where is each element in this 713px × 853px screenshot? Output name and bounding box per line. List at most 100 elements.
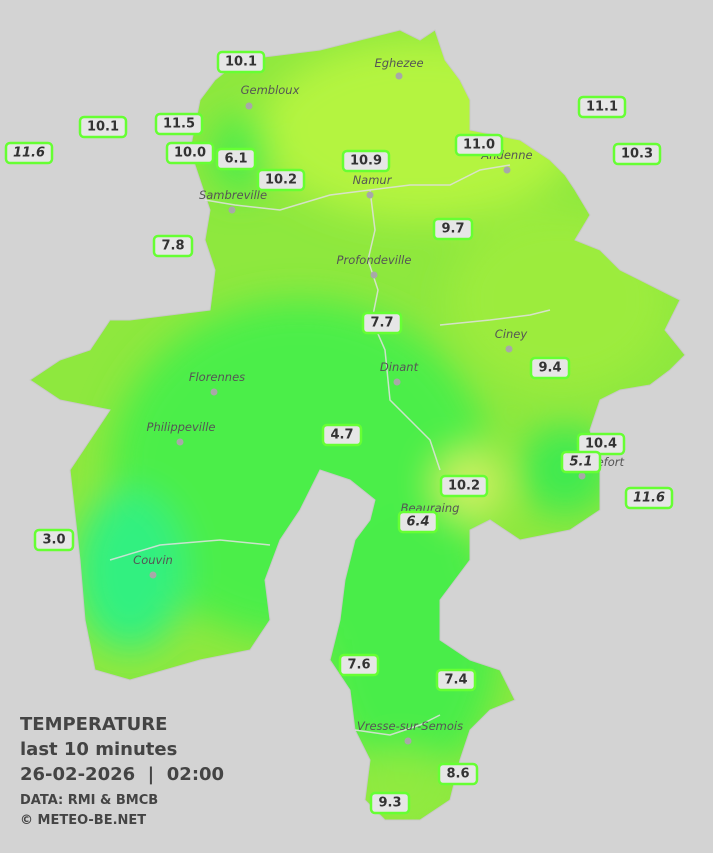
- station: 7.7: [361, 311, 403, 335]
- station-value: 10.4: [585, 437, 617, 452]
- station-value: 11.6: [633, 491, 665, 506]
- station-value: 6.1: [224, 152, 247, 167]
- station-value: 10.1: [87, 120, 119, 135]
- station-box: [256, 168, 306, 192]
- station: 10.4: [576, 432, 626, 456]
- city-dot: [505, 345, 513, 353]
- station-value: 7.7: [370, 316, 393, 331]
- station-value: 10.2: [265, 173, 297, 188]
- station: 10.1: [216, 50, 266, 74]
- station-value: 9.4: [538, 361, 561, 376]
- station-box: [576, 432, 626, 456]
- station: 10.1: [78, 115, 128, 139]
- station-value: 6.4: [406, 515, 429, 530]
- map-credit: © METEO-BE.NET: [20, 813, 146, 828]
- city-label: Philippeville: [147, 420, 216, 434]
- station-box: [154, 112, 204, 136]
- station-box: [341, 149, 391, 173]
- city-label: Vresse-sur-Semois: [357, 719, 463, 733]
- station-box: [33, 528, 75, 552]
- station-box: [216, 50, 266, 74]
- station-value: 11.0: [463, 138, 495, 153]
- station: 9.3: [369, 791, 411, 815]
- city-dot: [503, 166, 511, 174]
- station-value: 7.6: [347, 658, 370, 673]
- city-dot: [578, 472, 586, 480]
- station-box: [454, 133, 504, 157]
- station-box: [577, 95, 627, 119]
- station-value: 11.1: [586, 100, 618, 115]
- city-label: Eghezee: [374, 56, 423, 70]
- rivers: [109, 164, 551, 736]
- station-box: [624, 486, 674, 510]
- station: 3.0: [33, 528, 75, 552]
- station: 11.5: [154, 112, 204, 136]
- city-dot: [149, 571, 157, 579]
- station: 10.2: [256, 168, 306, 192]
- station: 7.6: [338, 653, 380, 677]
- station: 4.7: [321, 423, 363, 447]
- city-label: Gembloux: [241, 83, 300, 97]
- station-value: 3.0: [42, 533, 65, 548]
- station-box: [78, 115, 128, 139]
- city-label: Couvin: [133, 553, 173, 567]
- station-box: [612, 142, 662, 166]
- station: 11.1: [577, 95, 627, 119]
- station-value: 10.1: [225, 55, 257, 70]
- station-box: [397, 510, 439, 534]
- city-dot: [245, 102, 253, 110]
- station: 10.3: [612, 142, 662, 166]
- station-value: 10.9: [350, 154, 382, 169]
- city-dot: [395, 72, 403, 80]
- station-value: 7.8: [161, 239, 184, 254]
- city-dot: [393, 378, 401, 386]
- station: 9.4: [529, 356, 571, 380]
- city-label: Ciney: [495, 327, 528, 341]
- station-box: [439, 474, 489, 498]
- station-box: [560, 450, 602, 474]
- city-dot: [370, 271, 378, 279]
- station-value: 10.3: [621, 147, 653, 162]
- city-dot: [228, 206, 236, 214]
- station: 11.6: [624, 486, 674, 510]
- city-label: Florennes: [189, 370, 245, 384]
- station: 7.8: [152, 234, 194, 258]
- station: 10.2: [439, 474, 489, 498]
- station-box: [215, 147, 257, 171]
- station-box: [361, 311, 403, 335]
- city-label: Namur: [353, 173, 393, 187]
- station-value: 5.1: [569, 455, 592, 470]
- station-box: [338, 653, 380, 677]
- city-dot: [210, 388, 218, 396]
- station: 7.4: [435, 668, 477, 692]
- city-dot: [366, 191, 374, 199]
- station-value: 9.3: [378, 796, 401, 811]
- map-title: TEMPERATURE: [20, 714, 167, 735]
- station: 5.1: [560, 450, 602, 474]
- station-box: [165, 141, 215, 165]
- map-source: DATA: RMI & BMCB: [20, 793, 158, 808]
- station-value: 9.7: [441, 222, 464, 237]
- station-box: [437, 762, 479, 786]
- station-value: 11.6: [13, 146, 45, 161]
- station: 6.1: [215, 147, 257, 171]
- station: 10.9: [341, 149, 391, 173]
- station-value: 8.6: [446, 767, 469, 782]
- station-value: 4.7: [330, 428, 353, 443]
- station-box: [152, 234, 194, 258]
- station: 9.7: [432, 217, 474, 241]
- station-box: [435, 668, 477, 692]
- city-dot: [404, 737, 412, 745]
- station-box: [4, 141, 54, 165]
- station-value: 11.5: [163, 117, 195, 132]
- station-box: [529, 356, 571, 380]
- station-box: [321, 423, 363, 447]
- city-label: Profondeville: [337, 253, 412, 267]
- station: 6.4: [397, 510, 439, 534]
- station: 11.6: [4, 141, 54, 165]
- map-subtitle: last 10 minutes: [20, 739, 177, 760]
- city-label: Dinant: [380, 360, 419, 374]
- station: 11.0: [454, 133, 504, 157]
- city-label: Sambreville: [199, 188, 267, 202]
